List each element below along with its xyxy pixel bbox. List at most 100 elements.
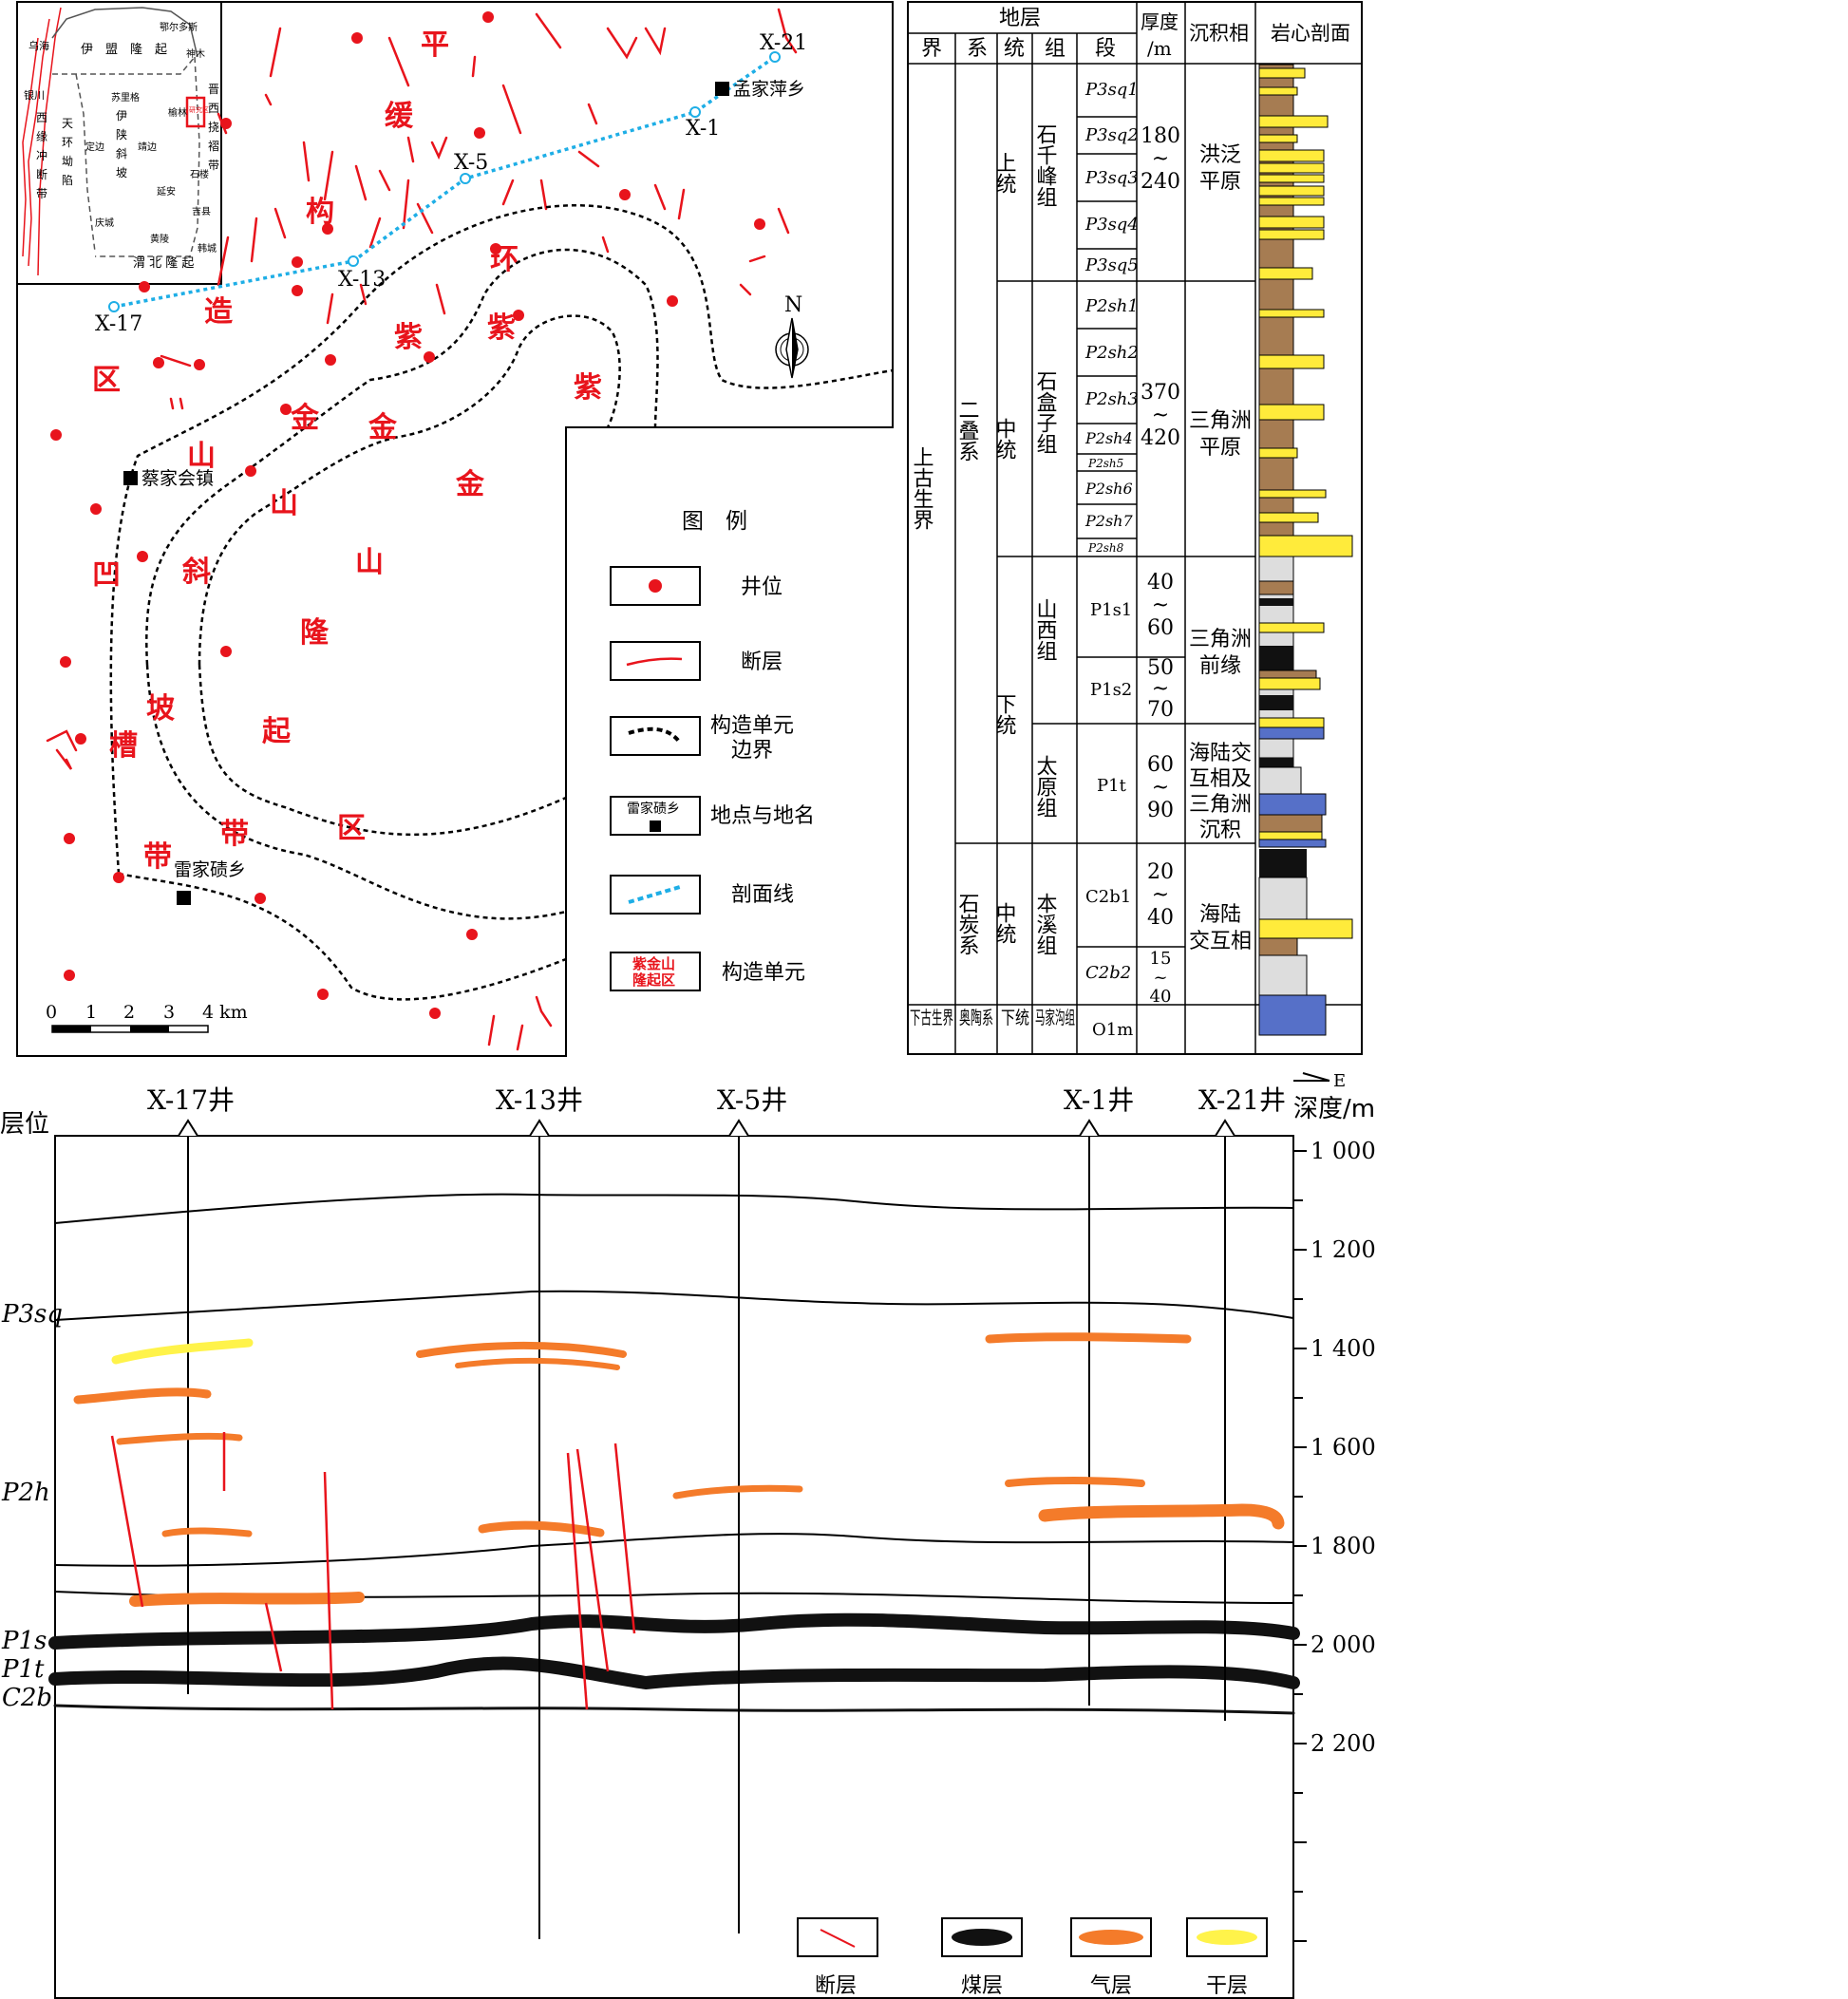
system-label: 奥陶系	[959, 1008, 993, 1028]
svg-text:1: 1	[85, 1002, 97, 1023]
direction-arrow-icon: E	[1293, 1071, 1346, 1091]
inset-label: 石楼	[190, 168, 209, 180]
svg-text:1 800: 1 800	[1311, 1533, 1376, 1559]
well-dot-icon	[649, 579, 662, 593]
inset-label: 乌海	[28, 39, 49, 52]
svg-text:P3sq3: P3sq3	[1084, 168, 1139, 188]
fault-icon	[820, 1929, 856, 1948]
svg-text:1 400: 1 400	[1311, 1335, 1376, 1362]
depth-label: 深度/m	[1293, 1095, 1375, 1123]
svg-text:斜: 斜	[182, 556, 211, 589]
svg-text:P3sq2: P3sq2	[1084, 125, 1139, 145]
place-label: 孟家萍乡	[733, 79, 805, 100]
place-label: 蔡家会镇	[141, 468, 214, 489]
multiline-text: 海陆交互相	[1189, 903, 1252, 953]
multiline-text: 180 ~240	[1141, 124, 1180, 194]
unit-text-icon: 隆起区	[632, 971, 675, 989]
svg-text:气层: 气层	[1090, 1974, 1132, 1998]
dry-layer	[111, 1338, 254, 1365]
horizon-labels: P3sq P2h P1s P1t C2b	[1, 1300, 63, 1712]
multiline-text: 15 ~40	[1150, 949, 1172, 1007]
faults	[46, 8, 798, 1051]
place-square-icon	[650, 820, 661, 832]
inset-label: 天	[62, 117, 73, 130]
svg-text:金: 金	[290, 402, 320, 435]
strat-header: /m	[1147, 37, 1172, 60]
svg-text:造: 造	[204, 295, 233, 329]
formation-label: 石千峰组	[1033, 123, 1058, 207]
svg-text:地点与地名: 地点与地名	[710, 804, 815, 828]
multiline-text: 50 ~70	[1147, 656, 1174, 722]
svg-text:N: N	[784, 293, 802, 317]
svg-text:紫: 紫	[574, 371, 602, 405]
multiline-text: 三角洲平原	[1189, 409, 1252, 460]
svg-text:P2sh7: P2sh7	[1084, 512, 1133, 530]
multiline-text: 60 ~90	[1147, 753, 1174, 822]
inset-label: 环	[62, 136, 73, 149]
inset-label: 定边	[85, 141, 104, 153]
svg-text:断层: 断层	[815, 1974, 857, 1998]
svg-text:剖面线: 剖面线	[731, 883, 794, 907]
svg-text:图 例: 图 例	[682, 509, 747, 534]
scale-bar: 0 1 2 3 4 km	[46, 1002, 248, 1033]
era-label: 下古生界	[910, 1008, 953, 1028]
multiline-text: 三角洲前缘	[1189, 628, 1252, 678]
inset-label: 断	[36, 167, 47, 181]
inset-label: 陕	[116, 127, 127, 141]
svg-text:雷家碛乡: 雷家碛乡	[627, 801, 680, 817]
place-label: 雷家碛乡	[174, 859, 246, 880]
svg-text:2 000: 2 000	[1311, 1631, 1376, 1658]
svg-text:1 000: 1 000	[1311, 1138, 1376, 1164]
svg-text:构造单元: 构造单元	[710, 714, 794, 738]
inset-label: 延安	[157, 185, 176, 198]
inset-label: 冲	[36, 148, 47, 162]
svg-text:X-1井: X-1井	[1064, 1084, 1134, 1116]
svg-text:P1t: P1t	[1097, 776, 1127, 796]
svg-text:区: 区	[92, 364, 121, 397]
series-label: 下统	[1001, 1008, 1029, 1028]
svg-text:山: 山	[270, 487, 298, 520]
north-arrow-icon: N	[775, 293, 809, 379]
svg-text:井位: 井位	[741, 575, 783, 599]
svg-text:X-13井: X-13井	[496, 1084, 583, 1116]
multiline-text: 海陆交互相及三角洲沉积	[1189, 742, 1252, 842]
svg-text:4 km: 4 km	[202, 1002, 248, 1023]
gas-icon	[1079, 1930, 1143, 1945]
svg-text:紫: 紫	[394, 321, 423, 354]
horizon-lines	[54, 1193, 1294, 1604]
svg-text:环: 环	[490, 243, 519, 276]
svg-text:P2sh3: P2sh3	[1084, 389, 1139, 409]
well-head-icons	[178, 1119, 1235, 1137]
svg-text:金: 金	[368, 411, 398, 444]
svg-text:C2b1: C2b1	[1085, 887, 1131, 907]
svg-text:山: 山	[355, 546, 384, 579]
svg-text:构: 构	[306, 196, 334, 229]
section-wells	[108, 51, 781, 312]
coal-icon	[952, 1929, 1012, 1946]
inset-label: 伊 盟 隆 起	[81, 43, 167, 57]
inset-label: 西	[36, 111, 47, 124]
multiline-text: 20 ~40	[1147, 860, 1174, 930]
strat-header: 统	[1004, 37, 1025, 61]
svg-text:P2sh4: P2sh4	[1084, 429, 1133, 447]
inset-label: 吉县	[192, 206, 211, 217]
thickness-values: 180 ~240 370 ~420 40 ~60 50 ~70 60 ~90 20 ~40 …	[1141, 124, 1180, 1007]
depth-ticks: 1 000 1 200 1 400 1 600 1 800 2 000 2 20…	[1293, 1138, 1376, 1942]
svg-text:P3sq1: P3sq1	[1084, 80, 1139, 100]
svg-text:P1s1: P1s1	[1090, 600, 1132, 620]
svg-text:坡: 坡	[146, 692, 175, 726]
section-title: 层位	[0, 1110, 49, 1139]
strat-header: 厚度	[1141, 10, 1179, 33]
formation-label: 石盒子组	[1033, 370, 1058, 454]
section-legend: 断层 煤层 气层 干层	[797, 1917, 1268, 1998]
inset-label: 伊	[116, 109, 127, 123]
svg-text:起: 起	[262, 715, 292, 748]
section-well-labels: X-17井 X-13井 X-5井 X-1井 X-21井	[147, 1084, 1286, 1116]
svg-text:E: E	[1333, 1071, 1346, 1091]
inset-label: 神木	[186, 47, 205, 60]
inset-label: 黄陵	[150, 233, 169, 245]
series-label: 上统	[992, 152, 1017, 194]
strat-header: 岩心剖面	[1271, 22, 1350, 45]
inset-label: 渭 北 隆 起	[133, 256, 194, 271]
well-label: X-13	[338, 268, 386, 292]
